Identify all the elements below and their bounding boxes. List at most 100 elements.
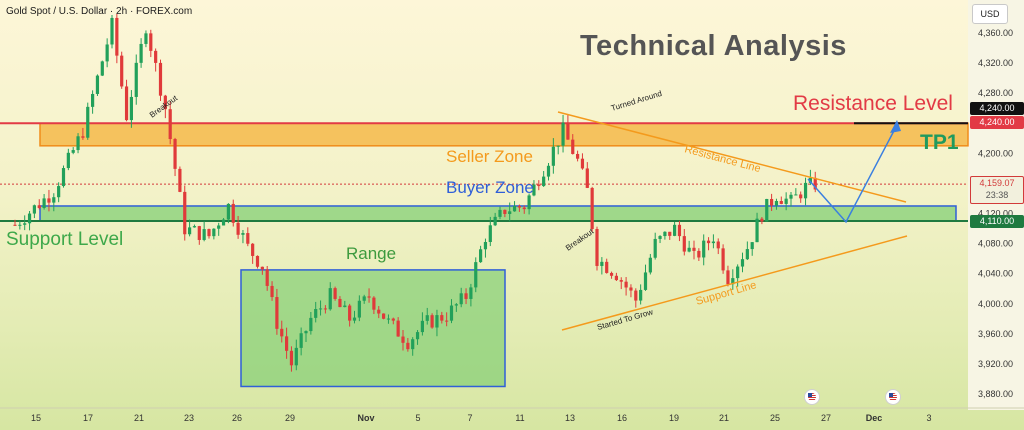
x-tick-label: 25 xyxy=(770,413,780,423)
candle-body xyxy=(813,177,817,190)
current-price-tag: 4,159.07 23:38 xyxy=(970,176,1024,204)
candle-body xyxy=(110,17,114,45)
candle-body xyxy=(188,227,192,235)
support-line-label: Support Line xyxy=(695,279,758,308)
resistance-trend-line xyxy=(557,111,907,203)
candle-body xyxy=(289,350,294,366)
us-flag-icon[interactable] xyxy=(804,389,820,405)
candle-body xyxy=(590,187,594,229)
candle-body xyxy=(556,145,560,147)
x-tick-label: Nov xyxy=(357,413,374,423)
candle-body xyxy=(173,139,177,169)
tp1-label: TP1 xyxy=(920,131,959,154)
candle-body xyxy=(304,331,308,334)
support-level-label: Support Level xyxy=(6,229,124,250)
candle-body xyxy=(144,33,148,44)
candle-body xyxy=(663,231,667,237)
x-tick-label: 26 xyxy=(232,413,242,423)
candle-body xyxy=(367,296,371,298)
candle-body xyxy=(352,317,357,321)
candle-body xyxy=(115,17,119,56)
candle-body xyxy=(401,336,405,343)
candle-body xyxy=(677,224,682,237)
candle-body xyxy=(154,50,158,63)
resistance-line-label: Resistance Line xyxy=(683,143,762,175)
bar-countdown: 23:38 xyxy=(985,190,1009,200)
symbol-title: Gold Spot / U.S. Dollar · 2h · FOREX.com xyxy=(6,6,193,17)
candle-body xyxy=(348,305,352,321)
candle-body xyxy=(721,248,725,271)
candle-body xyxy=(537,184,541,187)
y-tick-label: 3,960.00 xyxy=(978,329,1013,339)
range-label: Range xyxy=(346,244,397,263)
candle-body xyxy=(488,225,492,242)
candle-body xyxy=(760,218,764,222)
candle-body xyxy=(619,280,623,282)
x-tick-label: 16 xyxy=(617,413,627,423)
candle-body xyxy=(474,262,478,288)
candle-body xyxy=(86,106,90,138)
x-tick-label: 17 xyxy=(83,413,93,423)
candle-body xyxy=(241,233,245,235)
candle-body xyxy=(265,269,269,286)
candle-body xyxy=(731,278,735,285)
candle-body xyxy=(129,96,133,121)
candle-body xyxy=(585,168,589,188)
candle-body xyxy=(498,209,502,217)
x-tick-label: 7 xyxy=(467,413,472,423)
x-tick-label: 29 xyxy=(285,413,295,423)
buyer-zone-label: Buyer Zone xyxy=(446,178,534,197)
candle-body xyxy=(382,313,386,319)
candle-body xyxy=(527,195,531,210)
candle-body xyxy=(66,152,70,169)
candle-body xyxy=(71,150,75,153)
candle-body xyxy=(362,296,366,301)
y-tick-label: 4,360.00 xyxy=(978,28,1013,38)
candle-body xyxy=(377,309,381,314)
candle-body xyxy=(260,266,264,270)
candle-body xyxy=(794,194,798,196)
candle-body xyxy=(32,205,36,214)
candle-body xyxy=(134,62,138,97)
candle-body xyxy=(711,241,715,244)
candles-group xyxy=(13,13,817,372)
candle-body xyxy=(76,136,80,151)
candle-body xyxy=(745,249,749,260)
candle-body xyxy=(774,200,779,206)
candle-body xyxy=(605,261,609,273)
x-tick-label: Dec xyxy=(866,413,883,423)
candle-body xyxy=(454,304,458,306)
candle-body xyxy=(299,333,303,348)
candle-body xyxy=(81,136,85,138)
candle-body xyxy=(469,287,473,299)
candle-body xyxy=(13,224,17,226)
candle-body xyxy=(178,168,182,192)
y-tick-label: 4,080.00 xyxy=(978,239,1013,249)
candle-body xyxy=(445,320,449,322)
candle-body xyxy=(726,270,730,285)
candle-body xyxy=(47,198,51,203)
resistance-price-tag-red: 4,240.00 xyxy=(970,116,1024,129)
resistance-price-tag-black: 4,240.00 xyxy=(970,102,1024,115)
candle-body xyxy=(192,226,197,228)
x-tick-label: 19 xyxy=(669,413,679,423)
candle-body xyxy=(697,250,701,258)
candle-body xyxy=(629,287,633,291)
x-tick-label: 13 xyxy=(565,413,575,423)
candle-body xyxy=(425,315,429,321)
us-flag-icon[interactable] xyxy=(885,389,901,405)
candle-body xyxy=(246,233,250,244)
candle-body xyxy=(566,122,570,140)
candle-body xyxy=(576,153,580,159)
currency-selector[interactable]: USD xyxy=(972,4,1008,24)
candle-body xyxy=(770,198,774,206)
candle-body xyxy=(600,261,604,266)
candle-body xyxy=(808,177,812,183)
candle-body xyxy=(251,243,255,256)
candle-body xyxy=(580,158,585,169)
candle-body xyxy=(333,288,337,299)
candle-body xyxy=(105,44,109,62)
headline-title: Technical Analysis xyxy=(580,30,847,62)
candle-body xyxy=(702,240,706,258)
